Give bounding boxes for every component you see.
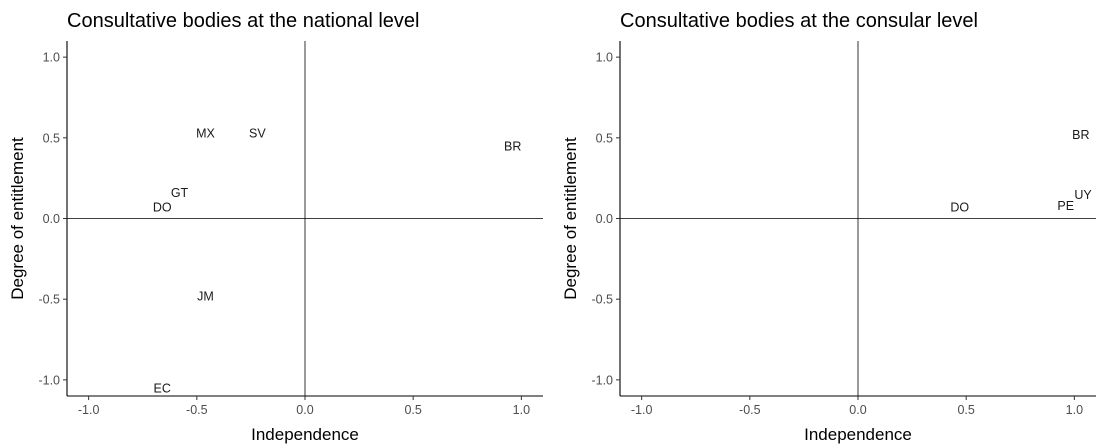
x-tick-label: -1.0 (631, 403, 653, 417)
x-tick-label: 0.0 (296, 403, 313, 417)
point-label-jm: JM (197, 289, 214, 303)
x-axis-label: Independence (804, 425, 912, 444)
x-axis-label: Independence (251, 425, 359, 444)
y-tick-label: 0.5 (43, 131, 60, 145)
point-label-br: BR (504, 139, 521, 153)
point-label-do: DO (950, 201, 969, 215)
y-tick-label: 1.0 (596, 51, 613, 65)
y-tick-label: -0.5 (38, 293, 60, 307)
x-tick-label: -0.5 (186, 403, 208, 417)
point-label-pe: PE (1057, 199, 1074, 213)
x-tick-label: 1.0 (1066, 403, 1083, 417)
point-label-do: DO (153, 201, 172, 215)
chart-title: Consultative bodies at the national leve… (67, 10, 419, 32)
point-label-gt: GT (171, 186, 189, 200)
x-tick-label: 0.5 (404, 403, 421, 417)
x-tick-label: 0.0 (849, 403, 866, 417)
y-tick-label: -1.0 (38, 373, 60, 387)
y-axis-label: Degree of entitlement (8, 137, 27, 300)
x-tick-label: 0.5 (957, 403, 974, 417)
y-tick-label: 0.5 (596, 131, 613, 145)
chart-panel-2: Consultative bodies at the consular leve… (561, 10, 1096, 444)
x-tick-label: -1.0 (78, 403, 100, 417)
y-tick-label: -0.5 (591, 293, 613, 307)
y-tick-label: -1.0 (591, 373, 613, 387)
chart-panel-1: Consultative bodies at the national leve… (8, 10, 543, 444)
y-tick-label: 0.0 (43, 212, 60, 226)
y-axis-label: Degree of entitlement (561, 137, 580, 300)
y-tick-label: 0.0 (596, 212, 613, 226)
y-tick-label: 1.0 (43, 51, 60, 65)
x-tick-label: 1.0 (513, 403, 530, 417)
point-label-sv: SV (249, 126, 266, 140)
point-label-uy: UY (1074, 188, 1092, 202)
point-label-mx: MX (196, 126, 215, 140)
x-tick-label: -0.5 (739, 403, 761, 417)
point-label-ec: EC (154, 381, 171, 395)
chart-title: Consultative bodies at the consular leve… (620, 10, 978, 32)
point-label-br: BR (1072, 128, 1089, 142)
